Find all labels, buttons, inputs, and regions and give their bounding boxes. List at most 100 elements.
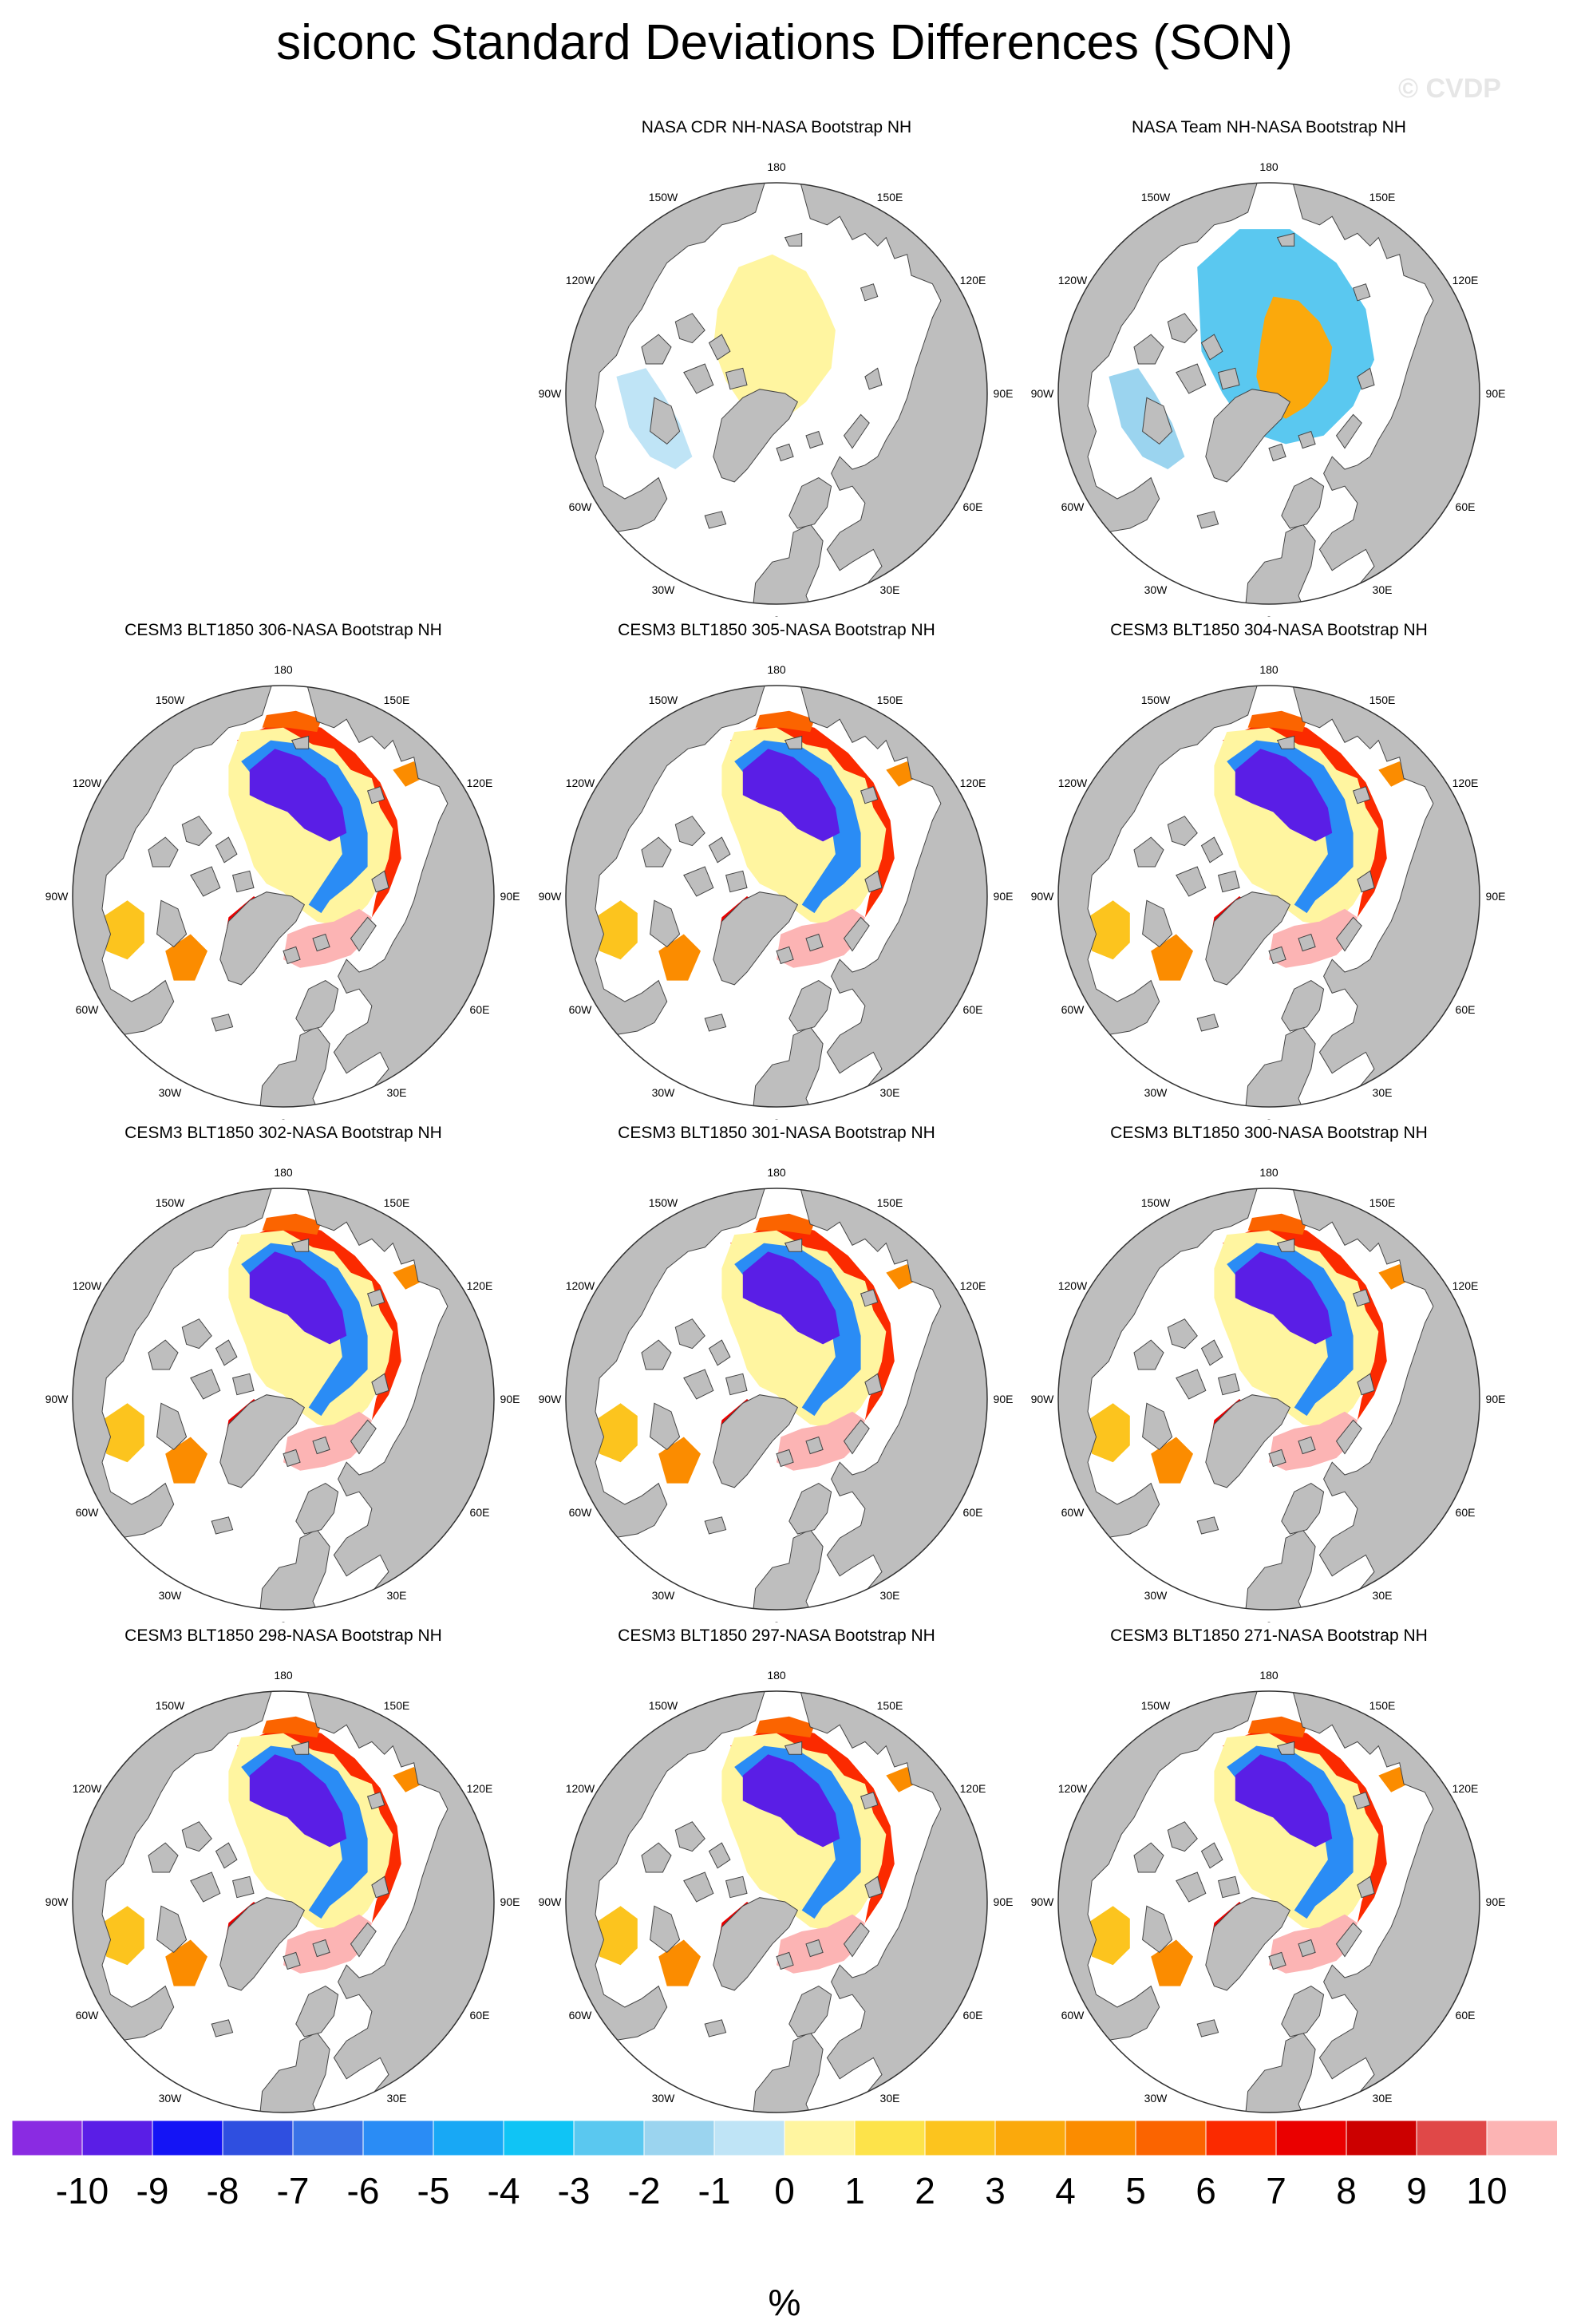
- land-arch3: [1176, 866, 1207, 897]
- polar-map: 180150E120E90E60E30E030W60W90W120W150W: [45, 1669, 520, 2125]
- lon-label: 150E: [384, 694, 410, 706]
- lon-label: 30W: [652, 1086, 676, 1099]
- lon-label: 60E: [470, 1003, 490, 1016]
- land-arch2: [674, 1318, 705, 1350]
- lon-label: 90E: [500, 890, 520, 903]
- lon-label: 30W: [159, 1589, 183, 1602]
- colorbar-swatch: [433, 2120, 504, 2156]
- land-severnaya: [1357, 1875, 1375, 1899]
- land-arch2: [1167, 816, 1198, 847]
- lon-label: 150W: [156, 694, 185, 706]
- land-arch2: [674, 1821, 705, 1852]
- lon-label: 90E: [1486, 890, 1506, 903]
- land-scandinavia: [1281, 477, 1325, 529]
- land-arch4: [708, 836, 731, 864]
- lon-label: 0: [280, 1619, 287, 1622]
- lon-label: 120E: [467, 1782, 493, 1795]
- field-baffin-orange: [658, 1437, 701, 1484]
- lon-label: 90E: [994, 1895, 1014, 1908]
- land-arch4: [215, 1842, 238, 1869]
- land-greenland: [713, 389, 799, 483]
- land-iceland: [1196, 1516, 1219, 1535]
- lon-label: 60W: [569, 2009, 593, 2022]
- colorbar-swatch: [503, 2120, 575, 2156]
- lon-label: 60W: [1061, 1506, 1085, 1519]
- field-blue-band: [1227, 740, 1354, 914]
- land-nsi: [1352, 1289, 1371, 1307]
- land-arch2: [181, 1821, 212, 1852]
- colorbar-units: %: [768, 2282, 801, 2323]
- field-baffin-orange: [1151, 1437, 1193, 1484]
- map-panel: CESM3 BLT1850 302-NASA Bootstrap NH 180 15…: [36, 1124, 531, 1622]
- lon-label: 60E: [470, 2009, 490, 2022]
- lon-label: 150E: [877, 1196, 903, 1209]
- land-iceland: [704, 1516, 727, 1535]
- land-arch3: [683, 1871, 714, 1903]
- field-purple: [249, 1251, 347, 1345]
- colorbar-label: 7: [1266, 2170, 1286, 2211]
- lon-label: 90E: [1486, 387, 1506, 400]
- lon-label: 120W: [1058, 777, 1088, 789]
- field-bering-red: [1247, 1716, 1307, 1738]
- land-wrangel: [784, 1238, 803, 1252]
- lon-label: 30E: [880, 583, 900, 596]
- map-boundary: [72, 1690, 495, 2113]
- land-svalbard: [283, 1449, 301, 1468]
- lon-label: 90E: [994, 890, 1014, 903]
- land-arch1: [1133, 334, 1164, 365]
- lon-label: 60W: [1061, 2009, 1085, 2022]
- land-arch5: [725, 367, 748, 390]
- land-iceland: [704, 1014, 727, 1032]
- land-arch3: [683, 866, 714, 897]
- map-panel: NASA Team NH-NASA Bootstrap NH 180 150E 120…: [1022, 118, 1516, 617]
- land-iceland: [211, 1014, 234, 1032]
- land-nsi: [860, 786, 879, 804]
- lon-label: 120W: [1058, 1782, 1088, 1795]
- lon-label: 180: [767, 1166, 786, 1179]
- land-severnaya: [1357, 870, 1375, 893]
- field-hudson-orange: [595, 1403, 638, 1463]
- land-novaya: [1335, 413, 1362, 449]
- colorbar-label: 10: [1466, 2170, 1507, 2211]
- lon-label: 120W: [73, 1279, 102, 1292]
- colorbar-swatch: [1135, 2120, 1207, 2156]
- land-arch1: [148, 1842, 179, 1873]
- field-blue-band: [241, 1745, 368, 1919]
- land-svalbard: [1268, 946, 1286, 965]
- panel-title: CESM3 BLT1850 306-NASA Bootstrap NH: [124, 621, 442, 639]
- field-hudson-orange: [102, 1403, 144, 1463]
- field-bering-red: [262, 1716, 322, 1738]
- field-barents-pink: [283, 1914, 372, 1974]
- lon-label: 30W: [1144, 1589, 1168, 1602]
- field-hudson-orange: [1088, 900, 1130, 960]
- field-laptev-orange: [1378, 1264, 1409, 1290]
- land-arch2: [1167, 1318, 1198, 1350]
- lon-label: 90E: [1486, 1895, 1506, 1908]
- lon-label: 30E: [1373, 2092, 1393, 2105]
- land-arch3: [1176, 1871, 1207, 1903]
- field-barents-pink: [1269, 1411, 1358, 1471]
- lon-label: 150E: [384, 1699, 410, 1712]
- land-scandinavia: [788, 1986, 832, 2037]
- map-panel: CESM3 BLT1850 301-NASA Bootstrap NH 180 15…: [529, 1124, 1024, 1622]
- lon-label: 30W: [1144, 1086, 1168, 1099]
- lon-label: 90W: [539, 1895, 563, 1908]
- map-panel: CESM3 BLT1850 297-NASA Bootstrap NH 180 15…: [529, 1626, 1024, 2125]
- land-severnaya: [371, 1373, 389, 1396]
- land-scandinavia: [1281, 1986, 1325, 2037]
- land-severnaya: [371, 870, 389, 893]
- land-arch1: [641, 334, 672, 365]
- field-bering-red: [262, 1213, 322, 1235]
- lon-label: 60W: [76, 1506, 100, 1519]
- land-greenland: [713, 891, 799, 986]
- land-svalbard: [283, 1951, 301, 1970]
- panel-title: CESM3 BLT1850 297-NASA Bootstrap NH: [618, 1626, 935, 1645]
- land-baffin: [1142, 397, 1173, 445]
- lon-label: 60E: [1456, 1506, 1476, 1519]
- lon-label: 150W: [1141, 1196, 1171, 1209]
- field-barents-pink: [777, 1914, 865, 1974]
- map-boundary: [1057, 1690, 1480, 2113]
- land-baffin: [1142, 1402, 1173, 1451]
- lon-label: 150W: [649, 1196, 678, 1209]
- field-hudson-orange: [595, 900, 638, 960]
